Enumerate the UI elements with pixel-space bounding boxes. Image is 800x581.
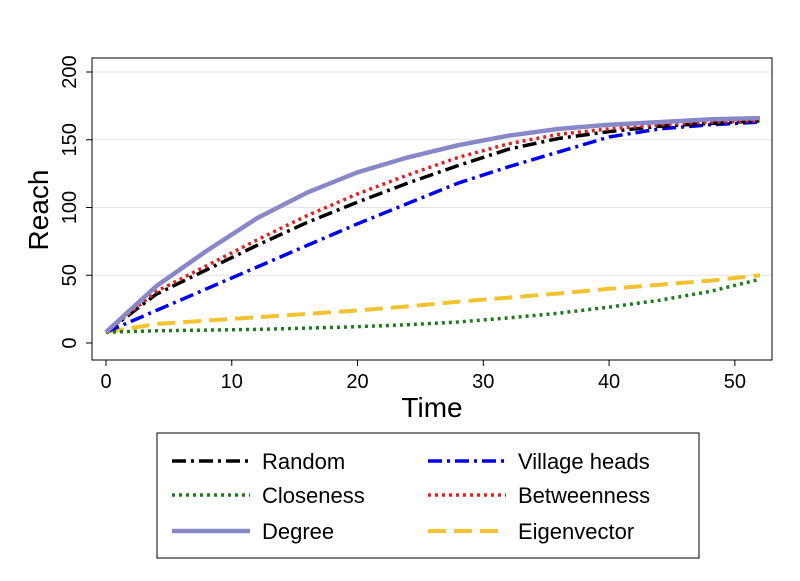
y-tick-label-3: 150 bbox=[59, 123, 81, 156]
series-line-village-heads bbox=[105, 120, 761, 334]
axes: 0 50 100 150 200 0 10 20 30 40 50 bbox=[59, 55, 746, 393]
legend-label-eigenvector: Eigenvector bbox=[518, 519, 634, 544]
plot-area-frame bbox=[91, 57, 773, 361]
x-tick-label-3: 30 bbox=[472, 371, 494, 393]
x-axis-title: Time bbox=[401, 392, 462, 423]
legend: Random Village heads Closeness Betweenness D… bbox=[156, 432, 700, 559]
x-tick-label-0: 0 bbox=[100, 371, 111, 393]
y-tick-label-0: 0 bbox=[59, 337, 81, 348]
legend-label-degree: Degree bbox=[262, 519, 334, 544]
legend-label-village-heads: Village heads bbox=[518, 449, 650, 474]
y-tick-label-2: 100 bbox=[59, 191, 81, 224]
gridlines bbox=[92, 71, 772, 276]
y-axis-title: Reach bbox=[23, 170, 54, 251]
series-line-eigenvector bbox=[105, 273, 761, 335]
series-lines bbox=[104, 115, 761, 335]
x-tick-label-1: 10 bbox=[221, 371, 243, 393]
x-tick-label-2: 20 bbox=[346, 371, 368, 393]
legend-label-betweenness: Betweenness bbox=[518, 483, 650, 508]
series-line-degree bbox=[104, 115, 761, 334]
series-line-random bbox=[104, 119, 761, 334]
legend-label-closeness: Closeness bbox=[262, 483, 365, 508]
x-tick-label-5: 50 bbox=[724, 371, 746, 393]
y-tick-label-4: 200 bbox=[59, 55, 81, 88]
y-tick-label-1: 50 bbox=[59, 264, 81, 286]
legend-label-random: Random bbox=[262, 449, 345, 474]
series-line-closeness bbox=[105, 277, 761, 334]
x-tick-label-4: 40 bbox=[598, 371, 620, 393]
